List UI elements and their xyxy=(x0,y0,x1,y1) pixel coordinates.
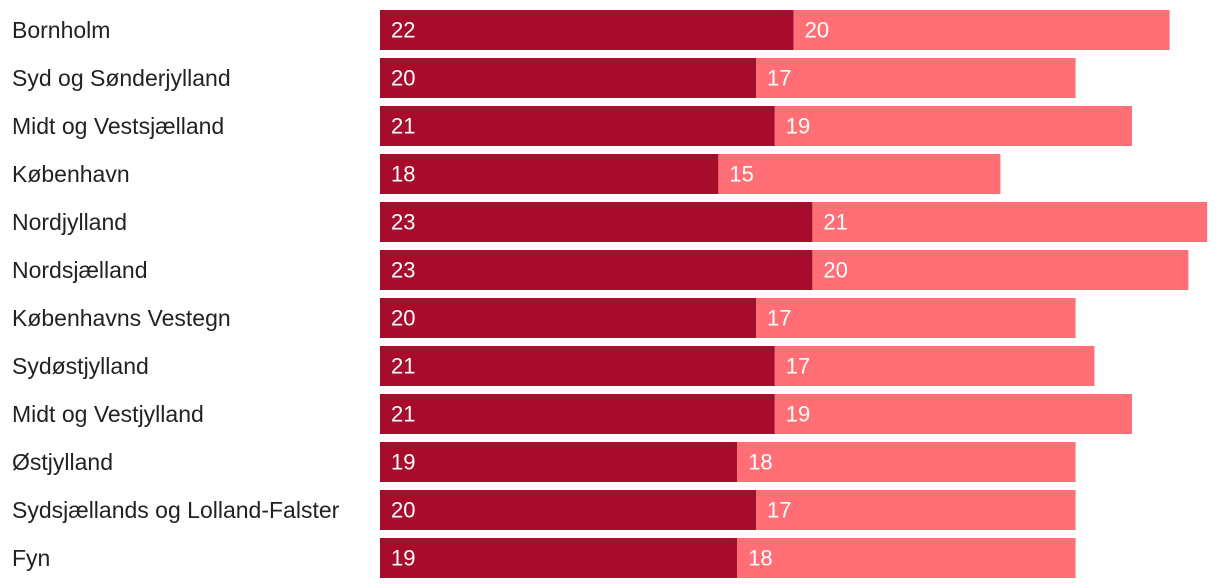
bar-value-label-series-1: 20 xyxy=(391,306,415,331)
bar-value-label-series-2: 17 xyxy=(786,354,810,379)
bar-segment-series-1 xyxy=(380,58,756,98)
bar-value-label-series-2: 17 xyxy=(767,306,791,331)
bar-value-label-series-1: 18 xyxy=(391,162,415,187)
chart-row: Sydøstjylland 21 17 xyxy=(12,346,1095,386)
category-label: Nordjylland xyxy=(12,209,127,235)
chart-row: Sydsjællands og Lolland-Falster 20 17 xyxy=(12,490,1076,530)
bar-segment-series-1 xyxy=(380,298,756,338)
bar-value-label-series-2: 15 xyxy=(729,162,753,187)
category-label: Midt og Vestsjælland xyxy=(12,113,224,139)
category-label: Syd og Sønderjylland xyxy=(12,65,231,91)
chart-row: København 18 15 xyxy=(12,154,1001,194)
bar-value-label-series-1: 23 xyxy=(391,210,415,235)
bar-segment-series-2 xyxy=(812,250,1189,290)
bar-segment-series-2 xyxy=(756,58,1076,98)
bar-segment-series-2 xyxy=(774,346,1095,386)
chart-row: Midt og Vestsjælland 21 19 xyxy=(12,106,1132,146)
bar-segment-series-1 xyxy=(380,442,738,482)
bar-value-label-series-2: 17 xyxy=(767,66,791,91)
bar-value-label-series-2: 18 xyxy=(748,450,772,475)
bar-segment-series-1 xyxy=(380,394,775,434)
bar-segment-series-2 xyxy=(812,202,1208,242)
category-label: Bornholm xyxy=(12,17,110,43)
bar-segment-series-2 xyxy=(774,106,1132,146)
bar-value-label-series-1: 21 xyxy=(391,354,415,379)
category-label: København xyxy=(12,161,130,187)
bar-segment-series-1 xyxy=(380,346,775,386)
bar-value-label-series-2: 17 xyxy=(767,498,791,523)
bar-segment-series-2 xyxy=(756,298,1076,338)
bar-segment-series-2 xyxy=(756,490,1076,530)
bar-segment-series-1 xyxy=(380,202,813,242)
bar-value-label-series-1: 19 xyxy=(391,546,415,571)
category-label: Midt og Vestjylland xyxy=(12,401,204,427)
bar-segment-series-1 xyxy=(380,538,738,578)
bar-segment-series-1 xyxy=(380,154,719,194)
category-label: Københavns Vestegn xyxy=(12,305,231,331)
chart-rows: Bornholm 22 20 Syd og Sønderjylland 20 17 Midt… xyxy=(12,10,1208,578)
bar-segment-series-1 xyxy=(380,10,794,50)
bar-value-label-series-1: 23 xyxy=(391,258,415,283)
category-label: Sydsjællands og Lolland-Falster xyxy=(12,497,340,523)
bar-segment-series-1 xyxy=(380,106,775,146)
category-label: Sydøstjylland xyxy=(12,353,149,379)
chart-row: Nordjylland 23 21 xyxy=(12,202,1208,242)
bar-value-label-series-1: 20 xyxy=(391,66,415,91)
bar-segment-series-2 xyxy=(737,442,1076,482)
bar-value-label-series-2: 20 xyxy=(823,258,847,283)
bar-value-label-series-1: 20 xyxy=(391,498,415,523)
bar-value-label-series-1: 21 xyxy=(391,402,415,427)
category-label: Fyn xyxy=(12,545,50,571)
category-label: Nordsjælland xyxy=(12,257,148,283)
chart-row: Fyn 19 18 xyxy=(12,538,1076,578)
chart-row: Østjylland 19 18 xyxy=(12,442,1076,482)
bar-value-label-series-2: 21 xyxy=(823,210,847,235)
bar-value-label-series-1: 21 xyxy=(391,114,415,139)
category-label: Østjylland xyxy=(12,449,113,475)
bar-value-label-series-1: 19 xyxy=(391,450,415,475)
bar-value-label-series-2: 18 xyxy=(748,546,772,571)
bar-value-label-series-2: 20 xyxy=(805,18,829,43)
bar-segment-series-2 xyxy=(718,154,1001,194)
bar-segment-series-1 xyxy=(380,490,756,530)
chart-row: Midt og Vestjylland 21 19 xyxy=(12,394,1132,434)
chart-row: Bornholm 22 20 xyxy=(12,10,1170,50)
bar-value-label-series-1: 22 xyxy=(391,18,415,43)
chart-row: Nordsjælland 23 20 xyxy=(12,250,1189,290)
bar-segment-series-1 xyxy=(380,250,813,290)
bar-value-label-series-2: 19 xyxy=(786,114,810,139)
chart-row: Syd og Sønderjylland 20 17 xyxy=(12,58,1076,98)
bar-segment-series-2 xyxy=(774,394,1132,434)
bar-value-label-series-2: 19 xyxy=(786,402,810,427)
chart-row: Københavns Vestegn 20 17 xyxy=(12,298,1076,338)
bar-segment-series-2 xyxy=(737,538,1076,578)
bar-segment-series-2 xyxy=(793,10,1170,50)
